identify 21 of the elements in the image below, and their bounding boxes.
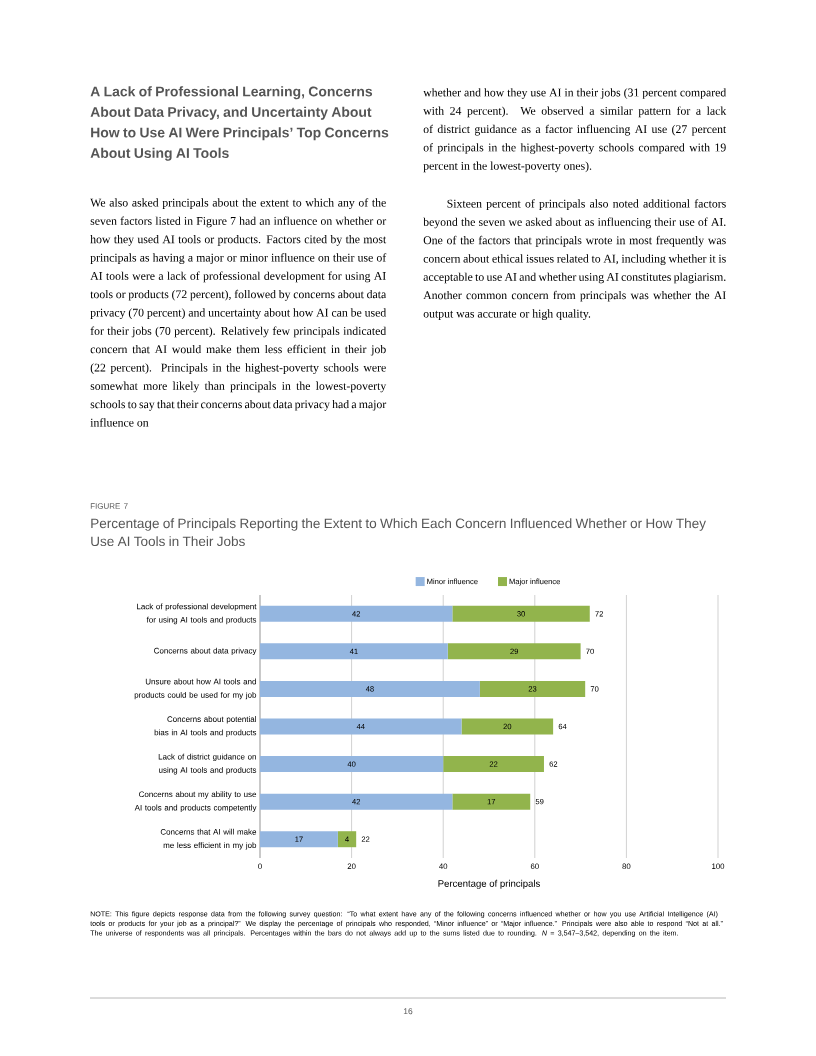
bar: [260, 756, 444, 773]
bar: [461, 718, 554, 735]
text: Sixteen percent of principals also noted additional factors beyond the seven we asked about as influencing their use of AI. One of the factors that principals wrote in most frequently was concern about ethical issues related to AI, including whether it is acceptable to use AI and whether using AI constitutes plagiarism. Another common concern from principals was whether the AI output was accurate or high quality.: [423, 199, 726, 320]
bar: [260, 831, 338, 848]
text: whether and how they use AI in their jobs (31 percent compared with 24 percent). We observed a similar pattern for a lack of district guidance as a factor influencing AI use (27 percent of principals in the highest-poverty schools compared with 19 percent in the lowest-poverty ones).: [423, 88, 727, 173]
text: We also asked principals about the extent to which any of the seven factors listed in Figure 7 had an influence on whether or how they used AI tools or products. Factors cited by the most principals as having a major or minor influence on their use of AI tools were a lack of professional development for using AI tools or products (72 percent), followed by concerns about data privacy (70 percent) and uncertainty about how AI can be used for their jobs (70 percent). Relatively few principals indicated concern that AI would make them less efficient in their job (22 percent). Principals in the highest-poverty schools were somewhat more likely than principals in the lowest-poverty schools to say that their concerns about data privacy had a major influence on: [90, 198, 387, 427]
bar: [260, 718, 462, 735]
bar: [447, 643, 581, 660]
bar: [260, 643, 448, 660]
chart-title: Percentage of Principals Reporting the Extent to Which Each Concern Influenced Whether or How They Use AI Tools in Their Jobs: [91, 518, 706, 547]
bar: [443, 756, 544, 773]
bar: [452, 605, 590, 622]
text: 16: [403, 1008, 413, 1015]
x-axis-title: Percentage of principals: [438, 879, 540, 889]
bar: [337, 831, 357, 848]
bar: [260, 793, 453, 810]
bar: [479, 680, 586, 697]
bar: [260, 605, 453, 622]
bar: [452, 793, 531, 810]
bar: [260, 680, 480, 697]
text: A Lack of Professional Learning, Concerns About Data Privacy, and Uncertainty About How to Use AI Were Principals’ Top Concerns About Using AI Tools: [90, 86, 389, 161]
